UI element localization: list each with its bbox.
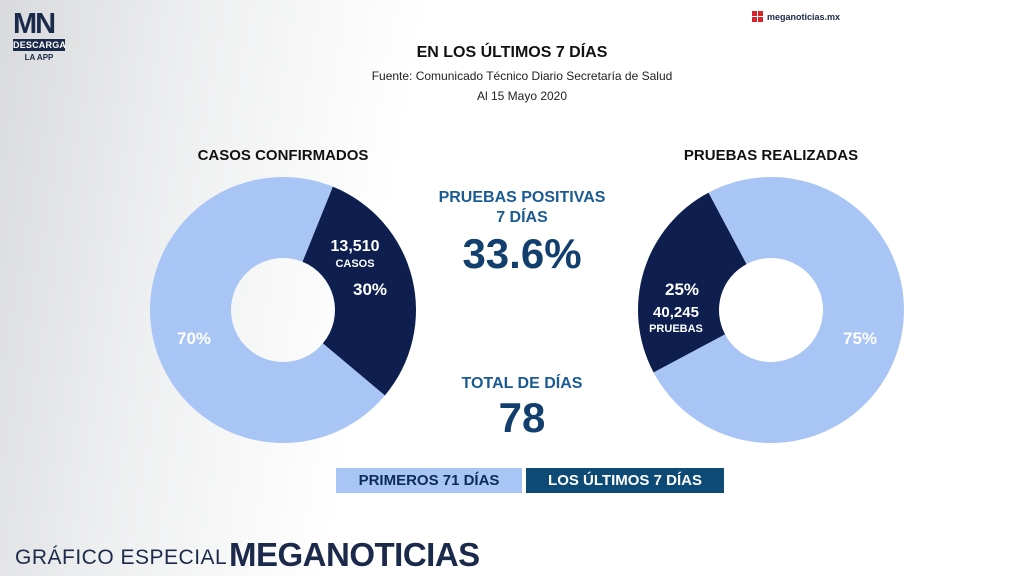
cases-percent-dark: 30% [353, 280, 387, 299]
legend-last-7-days: LOS ÚLTIMOS 7 DÍAS [526, 468, 724, 493]
mn-logo-letters: M N [13, 8, 65, 40]
slice-last-7-days [638, 192, 747, 373]
meganoticias-icon [752, 11, 763, 22]
footer-special-graphic: GRÁFICO ESPECIAL [15, 546, 228, 569]
tests-count-label: 40,245 [653, 304, 699, 321]
site-url: meganoticias.mx [767, 11, 841, 22]
cases-count-label: 13,510 [331, 238, 380, 255]
source-text: Fuente: Comunicado Técnico Diario Secret… [371, 69, 673, 83]
page-title: EN LOS ÚLTIMOS 7 DÍAS [416, 44, 608, 61]
download-badge: DESCARGA [13, 39, 67, 51]
logo-letter-n: N [35, 8, 56, 40]
chart-title-tests: PRUEBAS REALIZADAS [683, 147, 859, 164]
total-days-label: TOTAL DE DÍAS [461, 375, 583, 392]
slice-first-71-days [653, 177, 905, 443]
cases-percent-light: 70% [177, 329, 211, 348]
total-days-value: 78 [498, 394, 546, 441]
positive-tests-label: PRUEBAS POSITIVAS 7 DÍAS [392, 188, 652, 228]
tests-unit-label: PRUEBAS [649, 323, 703, 335]
slice-first-71-days [150, 176, 385, 443]
chart-title-cases: CASOS CONFIRMADOS [197, 147, 369, 164]
mn-app-logo[interactable]: M N DESCARGA LA APP [13, 8, 67, 62]
donut-chart-tests: 25% 40,245 PRUEBAS 75% [638, 177, 905, 443]
tests-percent-dark: 25% [665, 280, 699, 299]
slice-last-7-days [302, 186, 416, 396]
positive-tests-label-line1: PRUEBAS POSITIVAS [438, 189, 606, 206]
tests-percent-light: 75% [843, 329, 877, 348]
footer-brand-logo: MEGANOTICIAS [229, 536, 480, 573]
site-logo[interactable]: meganoticias.mx [752, 11, 840, 22]
positive-tests-label-line2: 7 DÍAS [496, 209, 548, 226]
positive-tests-value: 33.6% [462, 230, 582, 277]
app-label: LA APP [24, 53, 54, 62]
cases-unit-label: CASOS [335, 258, 374, 270]
date-text: Al 15 Mayo 2020 [476, 89, 568, 103]
logo-letter-m: M [13, 8, 37, 40]
legend-first-71-days: PRIMEROS 71 DÍAS [336, 468, 522, 493]
donut-chart-cases: 13,510 CASOS 30% 70% [150, 176, 416, 443]
